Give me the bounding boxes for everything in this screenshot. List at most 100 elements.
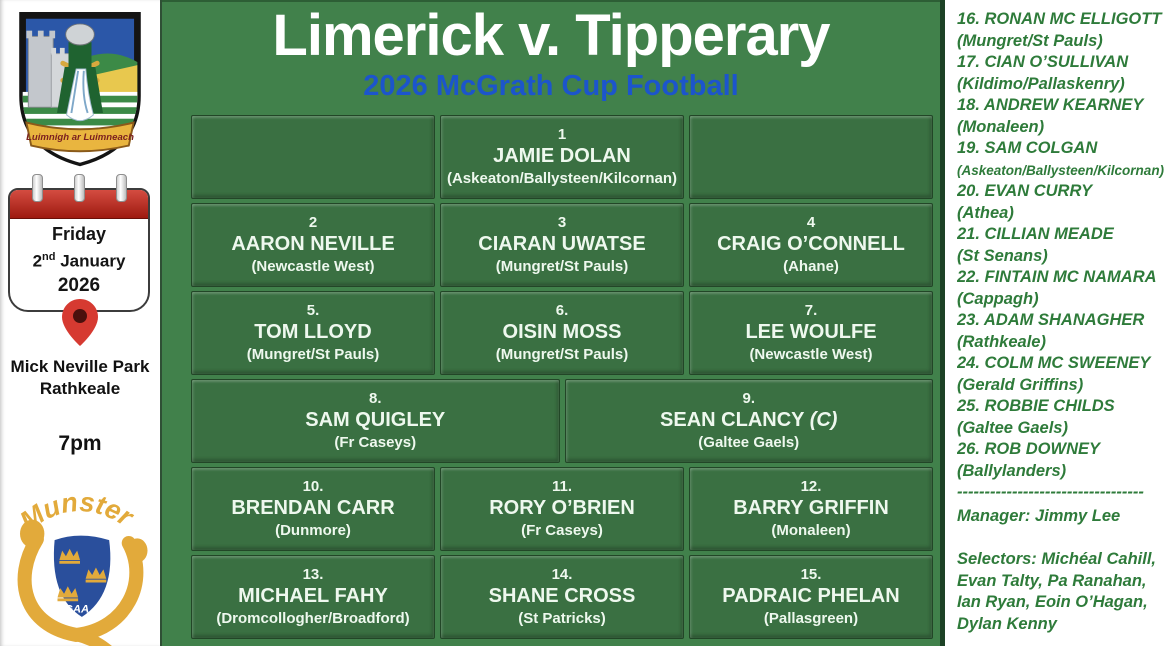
- player-name: BARRY GRIFFIN: [733, 497, 889, 519]
- match-date: 2nd January: [32, 251, 126, 271]
- lineup-row-2: 2 AARON NEVILLE (Newcastle West) 3 CIARA…: [191, 203, 933, 287]
- player-number: 5.: [306, 302, 320, 319]
- match-year: 2026: [57, 274, 101, 296]
- sub-name: 20. EVAN CURRY: [957, 182, 1093, 200]
- player-cell-9: 9. SEAN CLANCY (C) (Galtee Gaels): [564, 379, 933, 463]
- sub-club: (Monaleen): [957, 117, 1045, 136]
- sub-club: (Kildimo/Pallaskenry): [957, 74, 1125, 93]
- substitute-entry: 21. CILLIAN MEADE (St Senans): [957, 224, 1166, 267]
- player-cell-3: 3 CIARAN UWATSE (Mungret/St Pauls): [440, 203, 684, 287]
- substitute-entry: 20. EVAN CURRY (Athea): [957, 181, 1166, 224]
- calendar-icon: Friday 2nd January 2026: [8, 174, 150, 312]
- player-club: (Pallasgreen): [763, 610, 859, 627]
- player-cell-2: 2 AARON NEVILLE (Newcastle West): [191, 203, 435, 287]
- player-name: CIARAN UWATSE: [478, 233, 646, 255]
- player-club: (Monaleen): [771, 522, 851, 539]
- lineup-row-3: 5. TOM LLOYD (Mungret/St Pauls) 6. OISIN…: [191, 291, 933, 375]
- sub-name: 26. ROB DOWNEY: [957, 440, 1101, 458]
- player-number: 14.: [551, 566, 573, 583]
- player-name: MICHAEL FAHY: [238, 585, 388, 607]
- lineup-row-4: 8. SAM QUIGLEY (Fr Caseys) 9. SEAN CLANC…: [191, 379, 933, 463]
- player-cell-12: 12. BARRY GRIFFIN (Monaleen): [689, 467, 933, 551]
- sub-name: 23. ADAM SHANAGHER: [957, 311, 1145, 329]
- player-number: 1: [557, 126, 567, 143]
- pitch-area: Limerick v. Tipperary 2026 McGrath Cup F…: [162, 0, 940, 646]
- player-name: TOM LLOYD: [254, 321, 372, 343]
- player-number: 12.: [800, 478, 822, 495]
- player-club: (Mungret/St Pauls): [495, 258, 629, 275]
- player-cell-13: 13. MICHAEL FAHY (Dromcollogher/Broadfor…: [191, 555, 435, 639]
- sub-name: 21. CILLIAN MEADE: [957, 225, 1114, 243]
- player-club: (Galtee Gaels): [698, 434, 800, 451]
- player-name: LEE WOULFE: [745, 321, 877, 343]
- lineup-row-1: 1 JAMIE DOLAN (Askeaton/Ballysteen/Kilco…: [191, 115, 933, 199]
- sub-name: 19. SAM COLGAN: [957, 139, 1098, 157]
- match-title: Limerick v. Tipperary: [272, 3, 830, 68]
- player-cell-11: 11. RORY O’BRIEN (Fr Caseys): [440, 467, 684, 551]
- subs-divider: ----------------------------------: [957, 483, 1144, 501]
- selectors-line: Selectors: Michéal Cahill, Evan Talty, P…: [957, 550, 1156, 633]
- player-cell-4: 4 CRAIG O’CONNELL (Ahane): [689, 203, 933, 287]
- player-number: 10.: [302, 478, 324, 495]
- sub-club: (Mungret/St Pauls): [957, 31, 1103, 50]
- player-name: SAM QUIGLEY: [305, 409, 446, 431]
- sub-club: (Galtee Gaels): [957, 418, 1068, 437]
- player-cell-1: 1 JAMIE DOLAN (Askeaton/Ballysteen/Kilco…: [440, 115, 684, 199]
- substitutes-panel: 16. RONAN MC ELLIGOTT (Mungret/St Pauls)…: [945, 0, 1170, 646]
- sub-club: (Cappagh): [957, 289, 1039, 308]
- player-cell-5: 5. TOM LLOYD (Mungret/St Pauls): [191, 291, 435, 375]
- sub-name: 16. RONAN MC ELLIGOTT: [957, 10, 1162, 28]
- player-club: (Fr Caseys): [334, 434, 417, 451]
- player-name: SEAN CLANCY (C): [660, 409, 838, 431]
- player-cell-15: 15. PADRAIC PHELAN (Pallasgreen): [689, 555, 933, 639]
- sub-name: 17. CIAN O’SULLIVAN: [957, 53, 1129, 71]
- player-cell-10: 10. BRENDAN CARR (Dunmore): [191, 467, 435, 551]
- substitute-entry: 17. CIAN O’SULLIVAN (Kildimo/Pallaskenry…: [957, 52, 1166, 95]
- sub-club: (Rathkeale): [957, 332, 1046, 351]
- substitute-entry: 24. COLM MC SWEENEY (Gerald Griffins): [957, 353, 1166, 396]
- player-number: 13.: [302, 566, 324, 583]
- calendar-peg: [32, 174, 43, 202]
- captain-mark: (C): [809, 409, 838, 431]
- sub-name: 18. ANDREW KEARNEY: [957, 96, 1144, 114]
- venue-text: Mick Neville Park Rathkeale: [0, 356, 160, 400]
- sub-name: 22. FINTAIN MC NAMARA: [957, 268, 1157, 286]
- sub-club: (Askeaton/Ballysteen/Kilcornan): [957, 162, 1165, 178]
- limerick-crest-icon: Luimnigh ar Luimneach: [13, 4, 147, 176]
- crest-motto: Luimnigh ar Luimneach: [26, 132, 134, 143]
- player-name: SHANE CROSS: [488, 585, 636, 607]
- competition-subtitle: 2026 McGrath Cup Football: [363, 70, 739, 102]
- player-club: (Askeaton/Ballysteen/Kilcornan): [446, 170, 678, 187]
- calendar-peg: [74, 174, 85, 202]
- substitute-entry: 19. SAM COLGAN (Askeaton/Ballysteen/Kilc…: [957, 138, 1166, 181]
- calendar-peg: [116, 174, 127, 202]
- munster-shield-text: GAA: [64, 603, 89, 615]
- player-name: OISIN MOSS: [502, 321, 622, 343]
- lineup-grid: 1 JAMIE DOLAN (Askeaton/Ballysteen/Kilco…: [191, 115, 933, 639]
- player-name: BRENDAN CARR: [231, 497, 395, 519]
- player-cell-7: 7. LEE WOULFE (Newcastle West): [689, 291, 933, 375]
- player-name: PADRAIC PHELAN: [722, 585, 900, 607]
- sub-name: 24. COLM MC SWEENEY: [957, 354, 1151, 372]
- venue-line2: Rathkeale: [39, 379, 121, 398]
- sub-club: (Athea): [957, 203, 1014, 222]
- location-pin-icon: [61, 298, 99, 348]
- player-club: (St Patricks): [518, 610, 606, 627]
- player-club: (Dunmore): [275, 522, 351, 539]
- player-number: 4: [806, 214, 816, 231]
- player-club: (Newcastle West): [251, 258, 375, 275]
- calendar-body: Friday 2nd January 2026: [8, 188, 150, 312]
- player-number: 2: [308, 214, 318, 231]
- player-number: 15.: [800, 566, 822, 583]
- player-club: (Dromcollogher/Broadford): [216, 610, 410, 627]
- sub-club: (Ballylanders): [957, 461, 1067, 480]
- player-club: (Newcastle West): [749, 346, 873, 363]
- player-cell-6: 6. OISIN MOSS (Mungret/St Pauls): [440, 291, 684, 375]
- player-club: (Mungret/St Pauls): [495, 346, 629, 363]
- sub-name: 25. ROBBIE CHILDS: [957, 397, 1115, 415]
- munster-gaa-logo-icon: Munster GAA: [5, 474, 155, 646]
- manager-line: Manager: Jimmy Lee: [957, 506, 1121, 525]
- player-cell-14: 14. SHANE CROSS (St Patricks): [440, 555, 684, 639]
- player-name: JAMIE DOLAN: [493, 145, 631, 167]
